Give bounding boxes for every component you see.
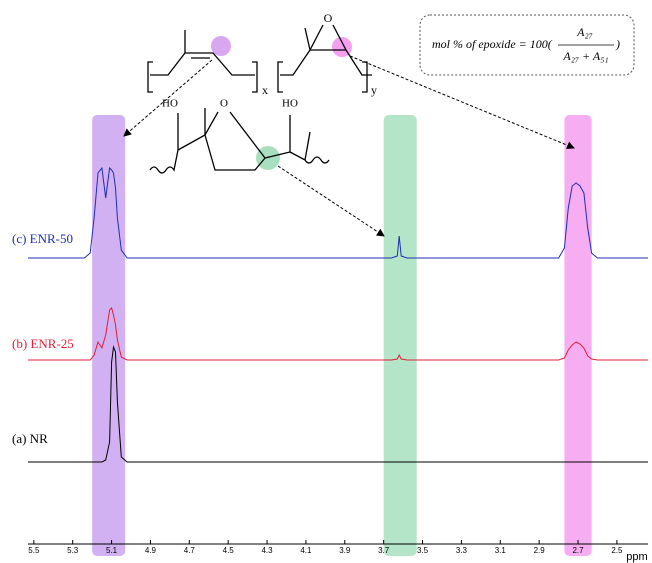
x-tick-label: 3.7 [378,546,390,555]
arrow [123,59,213,137]
equation-numerator: A₂₇ [576,25,593,39]
x-tick-label: 3.9 [339,546,351,555]
atom-label: HO [162,98,178,110]
equation: mol % of epoxide = 100( A₂₇ A₂₇ + A₅₁ ) [419,14,635,76]
x-tick-label: 2.7 [572,546,584,555]
spectrum-line [28,307,648,361]
equation-prefix: mol % of epoxide = 100( [432,37,553,51]
equation-denominator: A₂₇ + A₅₁ [562,49,608,63]
x-tick-label: 4.1 [300,546,312,555]
x-axis-label: ppm [626,551,647,563]
x-tick-label: 4.3 [261,546,273,555]
x-tick-label: 4.9 [145,546,157,555]
x-tick-label: 4.5 [223,546,235,555]
highlight-band [92,115,126,556]
x-tick-label: 3.1 [495,546,507,555]
spectrum-line [28,166,648,259]
series-label: (a) NR [12,431,48,446]
subscript: y [371,83,377,97]
spectrum-line [28,345,648,463]
x-tick-label: 5.1 [106,546,118,555]
x-tick-label: 3.5 [417,546,429,555]
highlight-band [383,115,417,556]
structure-ring: HO O HO [149,98,330,174]
series-label: (c) ENR-50 [12,231,73,246]
x-tick-label: 3.3 [456,546,468,555]
x-tick-label: 5.3 [67,546,79,555]
atom-label: HO [282,98,298,110]
structure-polymer: O x y [147,11,377,97]
x-tick-label: 2.5 [611,546,623,555]
arrow [349,55,575,150]
highlight-band [564,115,592,556]
arrow [277,165,385,237]
equation-suffix: ) [615,37,620,51]
atom-label: O [220,98,228,110]
x-tick-label: 4.7 [184,546,196,555]
atom-label: O [324,11,333,25]
x-tick-label: 2.9 [534,546,546,555]
x-axis: 5.5 5.3 5.1 4.9 4.7 4.5 4.3 4.1 3.9 3.7 3.5 3.3 3.1 2… [28,540,648,563]
traces: (c) ENR-50 (b) ENR-25 (a) NR [12,166,648,463]
subscript: x [262,83,268,97]
highlight-bands [92,115,592,556]
x-tick-label: 5.5 [28,546,40,555]
series-label: (b) ENR-25 [12,336,74,351]
